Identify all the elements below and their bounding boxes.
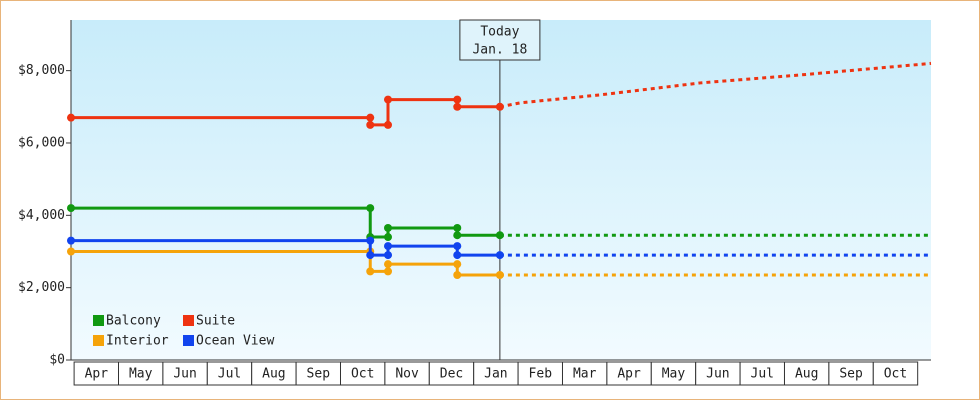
- legend-swatch: [183, 335, 194, 346]
- x-tick-label: May: [662, 367, 686, 382]
- legend-label: Suite: [196, 314, 235, 329]
- price-point: [384, 251, 393, 260]
- price-point: [384, 223, 393, 232]
- legend-swatch: [183, 315, 194, 326]
- price-point: [453, 271, 462, 279]
- price-point: [67, 236, 75, 245]
- price-point: [495, 102, 504, 111]
- x-tick-label: Aug: [262, 367, 285, 382]
- price-point: [384, 267, 393, 276]
- price-point: [495, 251, 504, 260]
- price-point: [384, 242, 393, 251]
- forecast-line: [499, 61, 932, 109]
- x-tick-label: Jun: [706, 367, 729, 382]
- price-point: [366, 120, 375, 129]
- plot-area: [71, 20, 931, 360]
- price-point: [453, 231, 462, 240]
- x-tick-label: Dec: [440, 367, 463, 382]
- price-point: [384, 233, 393, 242]
- x-tick-label: Mar: [573, 367, 597, 382]
- y-tick-label: $0: [49, 353, 65, 368]
- x-tick-label: Jan: [484, 367, 507, 382]
- x-tick-label: May: [129, 367, 153, 382]
- x-tick-label: Oct: [351, 367, 374, 382]
- price-point: [453, 223, 462, 232]
- price-point: [453, 102, 462, 111]
- legend-label: Interior: [106, 334, 169, 349]
- x-cell: [872, 361, 919, 386]
- price-point: [495, 271, 504, 279]
- x-tick-label: Jul: [751, 367, 774, 382]
- y-tick-label: $4,000: [18, 208, 65, 223]
- price-point: [366, 251, 375, 260]
- today-label: Jan. 18: [472, 43, 527, 58]
- y-tick-label: $2,000: [18, 280, 65, 295]
- price-point: [67, 247, 75, 256]
- x-tick-label: Aug: [795, 367, 818, 382]
- price-point: [366, 267, 375, 276]
- legend-swatch: [93, 335, 104, 346]
- y-tick-label: $8,000: [18, 63, 65, 78]
- price-point: [384, 260, 393, 269]
- price-point: [67, 204, 75, 213]
- price-point: [366, 204, 375, 213]
- price-point: [453, 260, 462, 269]
- price-point: [384, 120, 393, 129]
- x-tick-label: Nov: [395, 367, 419, 382]
- x-tick-label: Sep: [839, 367, 863, 382]
- legend-swatch: [93, 315, 104, 326]
- price-point: [67, 113, 75, 122]
- x-tick-label: Oct: [884, 367, 907, 382]
- price-point: [453, 95, 462, 104]
- x-tick-label: Sep: [307, 367, 331, 382]
- price-point: [366, 113, 375, 122]
- x-tick-label: Apr: [85, 367, 109, 382]
- price-point: [384, 95, 393, 104]
- price-point: [453, 251, 462, 260]
- y-tick-label: $6,000: [18, 135, 65, 150]
- legend-label: Balcony: [106, 314, 161, 329]
- today-label: Today: [480, 25, 519, 40]
- price-point: [453, 242, 462, 251]
- today-box: [459, 19, 541, 61]
- price-point: [495, 231, 504, 240]
- x-tick-label: Jun: [173, 367, 196, 382]
- price-point: [366, 236, 375, 245]
- x-tick-label: Feb: [529, 367, 553, 382]
- x-tick-label: Apr: [617, 367, 641, 382]
- x-tick-label: Jul: [218, 367, 241, 382]
- legend-label: Ocean View: [196, 334, 274, 349]
